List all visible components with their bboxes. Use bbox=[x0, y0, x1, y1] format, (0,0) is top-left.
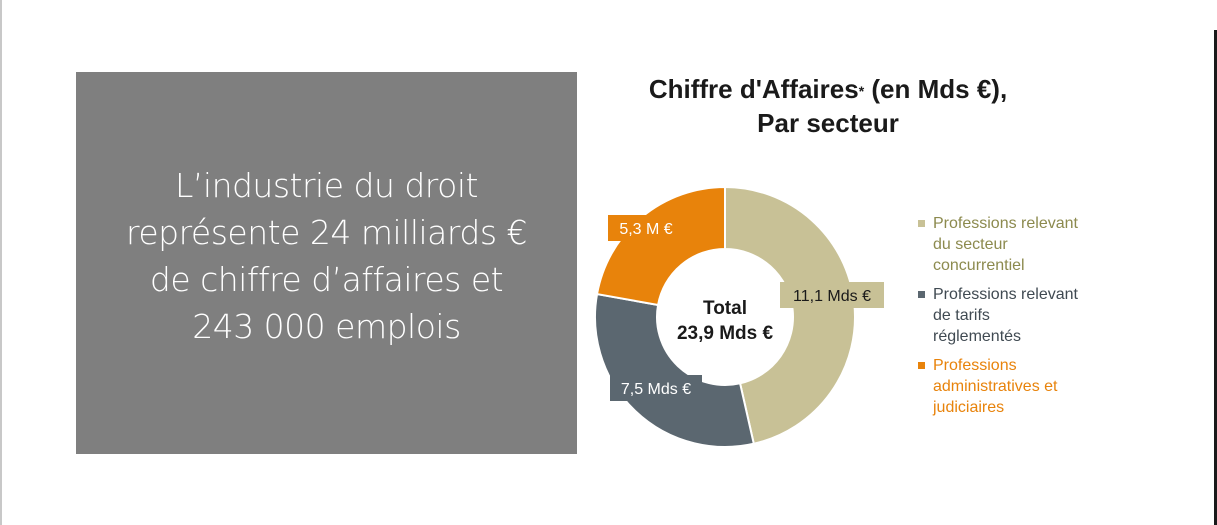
callout-line-3: de chiffre d’affaires et bbox=[149, 260, 504, 299]
legend-label: Professions relevant du secteur concurre… bbox=[933, 215, 1078, 274]
legend-item: Professions administratives et judiciair… bbox=[918, 355, 1118, 418]
right-border bbox=[1214, 30, 1217, 525]
center-value: 23,9 Mds € bbox=[677, 323, 774, 344]
legend-item: Professions relevant de tarifs réglement… bbox=[918, 284, 1118, 347]
center-label: Total bbox=[703, 298, 747, 319]
chart-title: Chiffre d'Affaires* (en Mds €), Par sect… bbox=[588, 72, 1068, 140]
legend-label: Professions administratives et judiciair… bbox=[933, 357, 1058, 416]
donut-chart: 11,1 Mds € 7,5 Mds € 5,3 M € Total 23,9 Mds … bbox=[594, 185, 884, 448]
data-label: 7,5 Mds € bbox=[621, 381, 691, 398]
left-border bbox=[0, 0, 2, 525]
chart-title-line-2: Par secteur bbox=[757, 108, 899, 138]
callout-text: L’industrie du droit représente 24 milli… bbox=[125, 162, 528, 350]
callout-line-1: L’industrie du droit bbox=[175, 166, 478, 205]
chart-title-main: Chiffre d'Affaires bbox=[648, 74, 859, 104]
data-label: 11,1 Mds € bbox=[793, 288, 871, 305]
data-label-box bbox=[780, 282, 884, 308]
callout-line-2: représente 24 milliards € bbox=[125, 213, 528, 252]
legend-marker bbox=[918, 291, 925, 298]
summary-callout: L’industrie du droit représente 24 milli… bbox=[76, 72, 577, 454]
chart-title-suffix: (en Mds €), bbox=[864, 74, 1008, 104]
chart-legend: Professions relevant du secteur concurre… bbox=[918, 213, 1118, 426]
legend-item: Professions relevant du secteur concurre… bbox=[918, 213, 1118, 276]
callout-line-4: 243 000 emplois bbox=[192, 307, 461, 346]
data-label-box bbox=[608, 215, 684, 241]
data-label-box bbox=[610, 375, 702, 401]
legend-label: Professions relevant de tarifs réglement… bbox=[933, 286, 1078, 345]
donut-slice bbox=[595, 185, 726, 307]
chart-title-asterisk: * bbox=[858, 83, 865, 99]
chart-title-line-1: Chiffre d'Affaires* (en Mds €), bbox=[588, 72, 1068, 106]
legend-marker bbox=[918, 362, 925, 369]
data-label: 5,3 M € bbox=[619, 221, 672, 238]
legend-marker bbox=[918, 220, 925, 227]
